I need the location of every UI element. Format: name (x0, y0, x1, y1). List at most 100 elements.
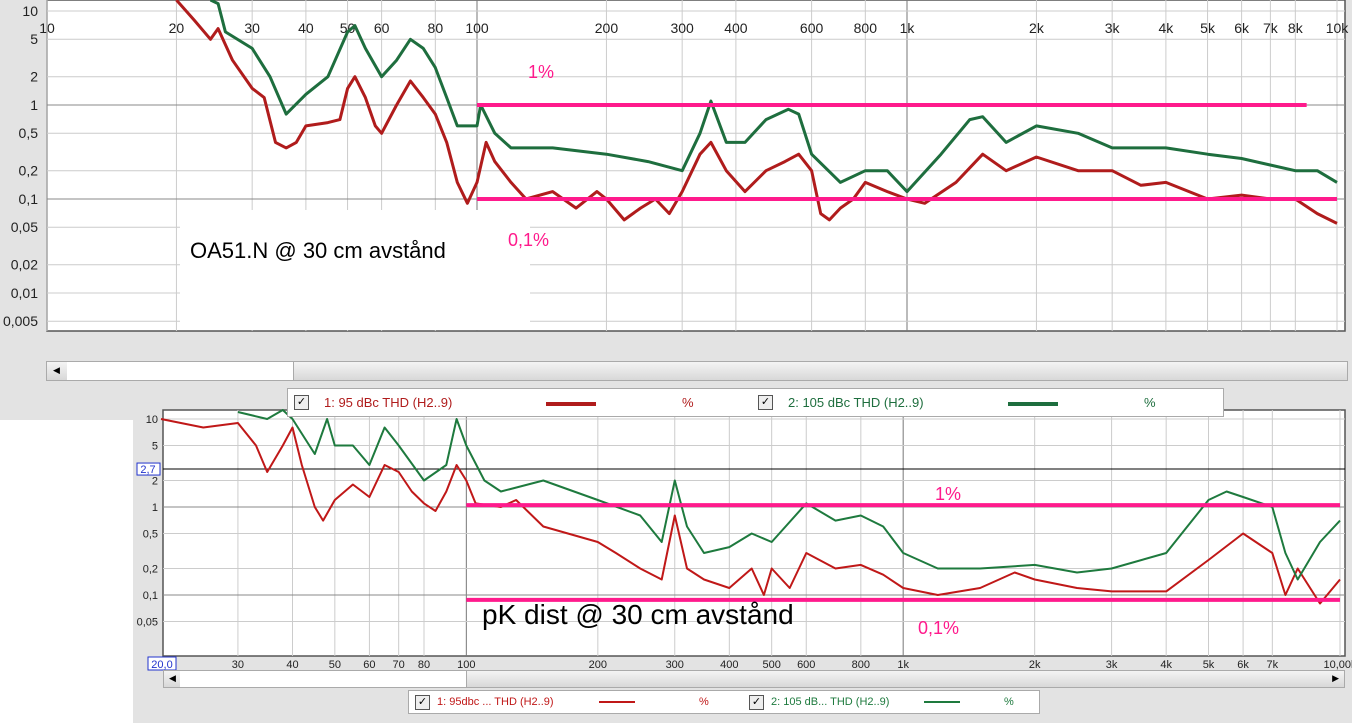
chart2-x-tick-label: 10,00k (1323, 659, 1352, 671)
chart1-x-tick-label: 20 (169, 20, 185, 36)
chart1-y-tick-label: 10 (22, 3, 38, 19)
chart1-y-tick-label: 0,02 (11, 257, 38, 273)
chart2-x-tick-label: 6k (1237, 659, 1249, 671)
scroll-right-icon[interactable]: ▶ (1332, 673, 1339, 683)
chart2-x-tick-label: 400 (720, 659, 738, 671)
series1-swatch (599, 701, 635, 703)
chart1-y-tick-label: 0,2 (19, 163, 39, 179)
chart2-x-tick-label: 50 (329, 659, 341, 671)
chart1-y-tick-label: 1 (30, 97, 38, 113)
chart1-x-tick-label: 1k (900, 20, 916, 36)
chart2-x-tick-label: 70 (393, 659, 405, 671)
chart2-x-tick-label: 1k (897, 659, 909, 671)
chart2-x-tick-label: 600 (797, 659, 815, 671)
chart1-series-2-line (209, 0, 1338, 194)
chart2-y-tick-label: 0,1 (143, 590, 158, 602)
chart1-scrollbar[interactable]: ◀ (46, 361, 1348, 381)
chart1-x-tick-label: 800 (854, 20, 878, 36)
chart2-series-2-line (237, 409, 1341, 581)
chart2-x-tick-label: 4k (1160, 659, 1172, 671)
chart1-x-tick-label: 4k (1158, 20, 1174, 36)
x-start-box (147, 656, 177, 671)
chart2-annotation: pK dist @ 30 cm avstånd (482, 599, 794, 630)
chart1-x-tick-label: 8k (1288, 20, 1304, 36)
series2-label: 2: 105 dBc THD (H2..9) (788, 395, 924, 410)
series2-label: 2: 105 dB... THD (H2..9) (771, 696, 890, 708)
chart1-x-tick-label: 100 (465, 20, 489, 36)
cursor-value-label: 2,7 (140, 464, 155, 476)
cursor-value-box (136, 462, 161, 476)
series2-unit: % (1004, 696, 1014, 708)
series1-checkbox[interactable]: ✓ (294, 395, 309, 410)
chart1-x-tick-label: 400 (724, 20, 748, 36)
chart1-y-tick-label: 0,1 (19, 191, 39, 207)
annotation-backdrop (180, 210, 530, 330)
series1-unit: % (699, 696, 709, 708)
series2-unit: % (1144, 395, 1156, 410)
chart2-x-tick-label: 200 (589, 659, 607, 671)
chart1-reference-label: 1% (528, 62, 554, 82)
chart2-x-tick-label: 7k (1267, 659, 1279, 671)
chart2-reference-label: 0,1% (918, 618, 959, 638)
chart1-x-tick-label: 40 (298, 20, 314, 36)
chart1-reference-label: 0,1% (508, 230, 549, 250)
chart1-x-tick-label: 30 (244, 20, 260, 36)
chart1-x-tick-label: 10k (1326, 20, 1350, 36)
scroll-left-icon[interactable]: ◀ (53, 365, 60, 375)
chart1-x-tick-label: 2k (1029, 20, 1045, 36)
chart2-x-tick-label: 60 (363, 659, 375, 671)
chart1-x-tick-label: 600 (800, 20, 824, 36)
series1-label: 1: 95dbc ... THD (H2..9) (437, 696, 554, 708)
x-start-label: 20,0 (151, 659, 172, 671)
chart2-x-tick-label: 30 (232, 659, 244, 671)
chart2-scroll-thumb[interactable] (180, 671, 467, 687)
chart2-x-tick-label: 300 (666, 659, 684, 671)
chart2-y-tick-label: 10 (146, 414, 158, 426)
chart2-x-tick-label: 2k (1029, 659, 1041, 671)
chart2-x-tick-label: 500 (762, 659, 780, 671)
chart2-y-tick-label: 1 (152, 502, 158, 514)
chart1-x-tick-label: 60 (374, 20, 390, 36)
chart1-scroll-thumb[interactable] (67, 362, 294, 380)
series2-checkbox[interactable]: ✓ (758, 395, 773, 410)
chart1-legend: ✓ 1: 95 dBc THD (H2..9) % ✓ 2: 105 dBc T… (287, 388, 1224, 417)
chart1-y-tick-label: 2 (30, 69, 38, 85)
chart2-x-tick-label: 800 (852, 659, 870, 671)
chart2-y-tick-label: 0,5 (143, 528, 158, 540)
chart2-x-tick-label: 40 (286, 659, 298, 671)
series2-swatch (1008, 402, 1058, 406)
series1-checkbox[interactable]: ✓ (415, 695, 430, 710)
series1-label: 1: 95 dBc THD (H2..9) (324, 395, 453, 410)
chart1-y-tick-label: 5 (30, 31, 38, 47)
series1-swatch (546, 402, 596, 406)
chart1-y-tick-label: 0,05 (11, 219, 38, 235)
chart1-x-tick-label: 3k (1105, 20, 1121, 36)
series2-checkbox[interactable]: ✓ (749, 695, 764, 710)
chart2-reference-label: 1% (935, 484, 961, 504)
scroll-left-icon[interactable]: ◀ (169, 673, 176, 683)
chart1-x-tick-label: 10 (39, 20, 55, 36)
series2-swatch (924, 701, 960, 703)
chart1-y-tick-label: 0,5 (19, 125, 39, 141)
chart2-y-tick-label: 5 (152, 440, 158, 452)
chart2-y-tick-label: 0,2 (143, 563, 158, 575)
chart2-x-tick-label: 3k (1106, 659, 1118, 671)
chart1-x-tick-label: 80 (428, 20, 444, 36)
chart1-x-tick-label: 200 (595, 20, 619, 36)
chart1-annotation: OA51.N @ 30 cm avstånd (190, 238, 446, 263)
chart1-x-tick-label: 6k (1234, 20, 1250, 36)
chart1-x-tick-label: 50 (340, 20, 356, 36)
series1-unit: % (682, 395, 694, 410)
chart2-x-tick-label: 100 (457, 659, 475, 671)
chart2-scrollbar[interactable]: ◀ ▶ (163, 670, 1345, 688)
chart2-y-tick-label: 0,05 (137, 616, 158, 628)
chart1-x-tick-label: 7k (1263, 20, 1279, 36)
chart2-legend: ✓ 1: 95dbc ... THD (H2..9) % ✓ 2: 105 dB… (408, 690, 1040, 714)
chart2-x-tick-label: 80 (418, 659, 430, 671)
chart2-series-1-line (160, 418, 1341, 605)
chart1-y-tick-label: 0,005 (3, 313, 38, 329)
chart1-x-tick-label: 300 (670, 20, 694, 36)
chart2-x-tick-label: 5k (1203, 659, 1215, 671)
chart2-y-tick-label: 2 (152, 475, 158, 487)
